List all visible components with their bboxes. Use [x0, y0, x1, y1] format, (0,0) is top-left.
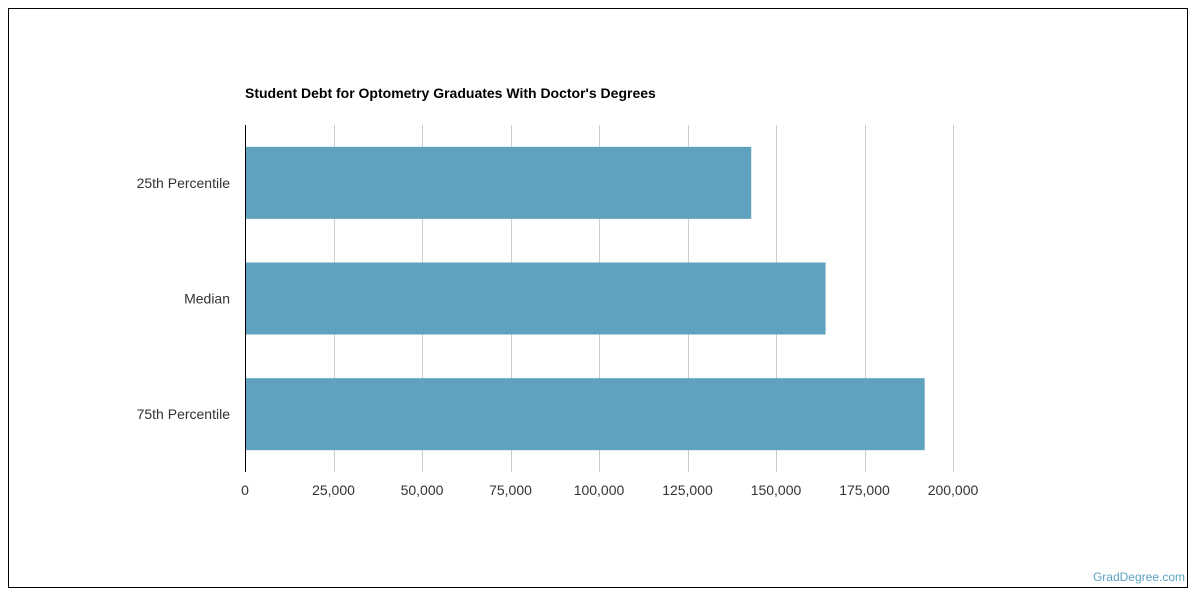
bar-1 — [245, 262, 826, 335]
category-label-1: Median — [184, 291, 230, 307]
chart-title: Student Debt for Optometry Graduates Wit… — [245, 85, 656, 101]
x-tick-label-1: 25,000 — [312, 482, 355, 498]
bar-0 — [245, 146, 752, 219]
x-tick-label-5: 125,000 — [662, 482, 713, 498]
x-tick-label-2: 50,000 — [401, 482, 444, 498]
x-tick-label-6: 150,000 — [751, 482, 802, 498]
x-tick-label-4: 100,000 — [574, 482, 625, 498]
category-label-0: 25th Percentile — [137, 175, 231, 191]
x-tick-label-7: 175,000 — [839, 482, 890, 498]
x-tick-label-3: 75,000 — [489, 482, 532, 498]
x-tick-label-0: 0 — [241, 482, 249, 498]
x-tick-label-8: 200,000 — [928, 482, 979, 498]
category-label-2: 75th Percentile — [137, 406, 231, 422]
bar-2 — [245, 378, 925, 451]
watermark: GradDegree.com — [1092, 570, 1185, 584]
